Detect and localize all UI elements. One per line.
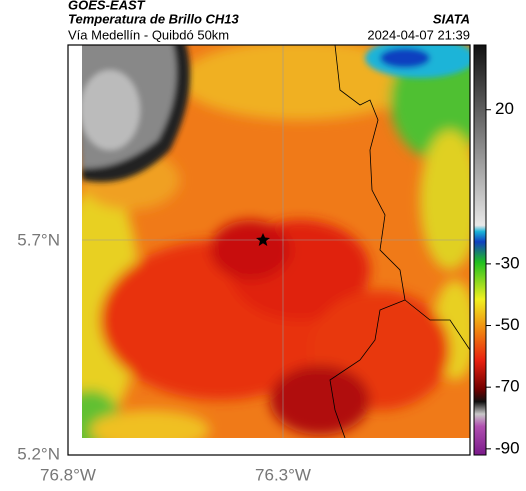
location-marker: [256, 233, 270, 246]
axis-labels: 5.7°N 5.2°N 76.8°W 76.3°W: [17, 230, 311, 484]
lat-label: 5.2°N: [17, 444, 60, 463]
colorbar-tick-label: -90: [495, 438, 520, 457]
lon-label: 76.8°W: [40, 465, 96, 484]
colorbar-tick-label: -30: [495, 253, 520, 272]
map-frame: [67, 44, 471, 456]
agency: SIATA: [433, 11, 470, 26]
source: GOES-EAST: [68, 0, 146, 12]
datetime: 2024-04-07 21:39: [367, 27, 470, 42]
header: GOES-EAST Temperatura de Brillo CH13 Vía…: [68, 0, 470, 42]
colorbar-tick-label: 20: [495, 99, 514, 118]
title: Temperatura de Brillo CH13: [68, 11, 240, 26]
colorbar: [473, 44, 487, 456]
colorbar-tick-label: -50: [495, 315, 520, 334]
graticule: [82, 45, 470, 438]
colorbar-ticks: 20 -30 -50 -70 -90: [486, 99, 520, 457]
subtitle: Vía Medellín - Quibdó 50km: [68, 27, 229, 42]
lon-label: 76.3°W: [255, 465, 311, 484]
colorbar-tick-label: -70: [495, 377, 520, 396]
satellite-image: [82, 45, 470, 438]
lat-label: 5.7°N: [17, 230, 60, 249]
